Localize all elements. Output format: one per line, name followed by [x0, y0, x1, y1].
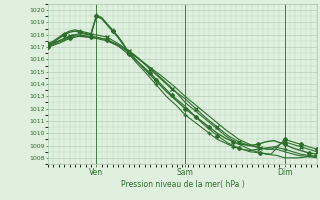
- X-axis label: Pression niveau de la mer( hPa ): Pression niveau de la mer( hPa ): [121, 180, 244, 189]
